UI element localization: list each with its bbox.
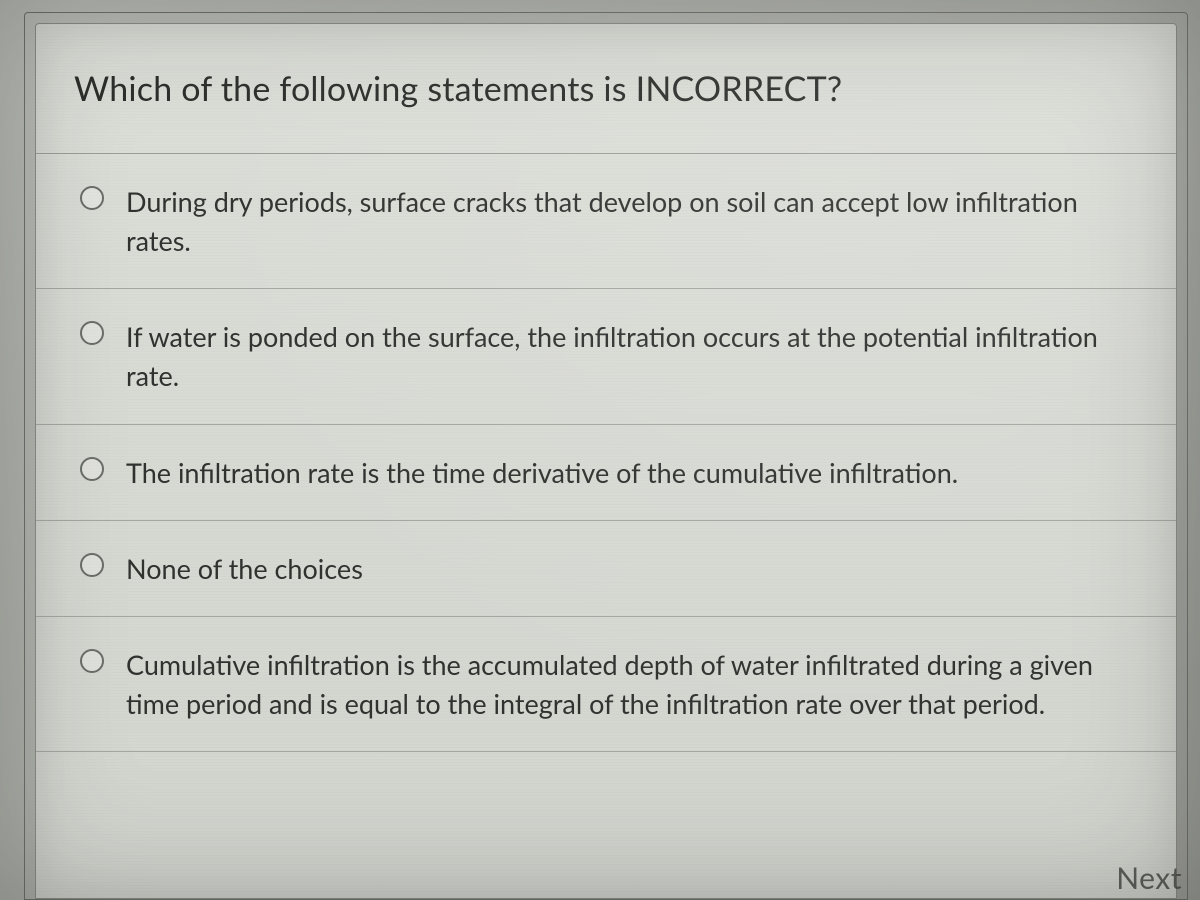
radio-icon[interactable] [80,553,104,577]
radio-icon[interactable] [80,321,104,345]
question-header: Which of the following statements is INC… [36,24,1176,154]
radio-icon[interactable] [80,186,104,210]
question-prompt: Which of the following statements is INC… [74,68,1138,109]
options-list: During dry periods, surface cracks that … [36,154,1176,752]
option-row[interactable]: During dry periods, surface cracks that … [36,154,1176,289]
question-card: Which of the following statements is INC… [35,23,1177,899]
option-row[interactable]: The infiltration rate is the time deriva… [36,425,1176,521]
radio-icon[interactable] [80,649,104,673]
option-text: Cumulative infiltration is the accumulat… [126,645,1136,723]
next-button[interactable]: Next [1116,860,1182,896]
option-text: During dry periods, surface cracks that … [126,182,1136,260]
option-row[interactable]: If water is ponded on the surface, the i… [36,289,1176,424]
option-row[interactable]: Cumulative infiltration is the accumulat… [36,617,1176,752]
option-text: If water is ponded on the surface, the i… [126,317,1136,395]
option-text: The infiltration rate is the time deriva… [126,453,958,492]
option-text: None of the choices [126,549,363,588]
outer-frame: Which of the following statements is INC… [24,12,1188,900]
option-row[interactable]: None of the choices [36,521,1176,617]
radio-icon[interactable] [80,457,104,481]
